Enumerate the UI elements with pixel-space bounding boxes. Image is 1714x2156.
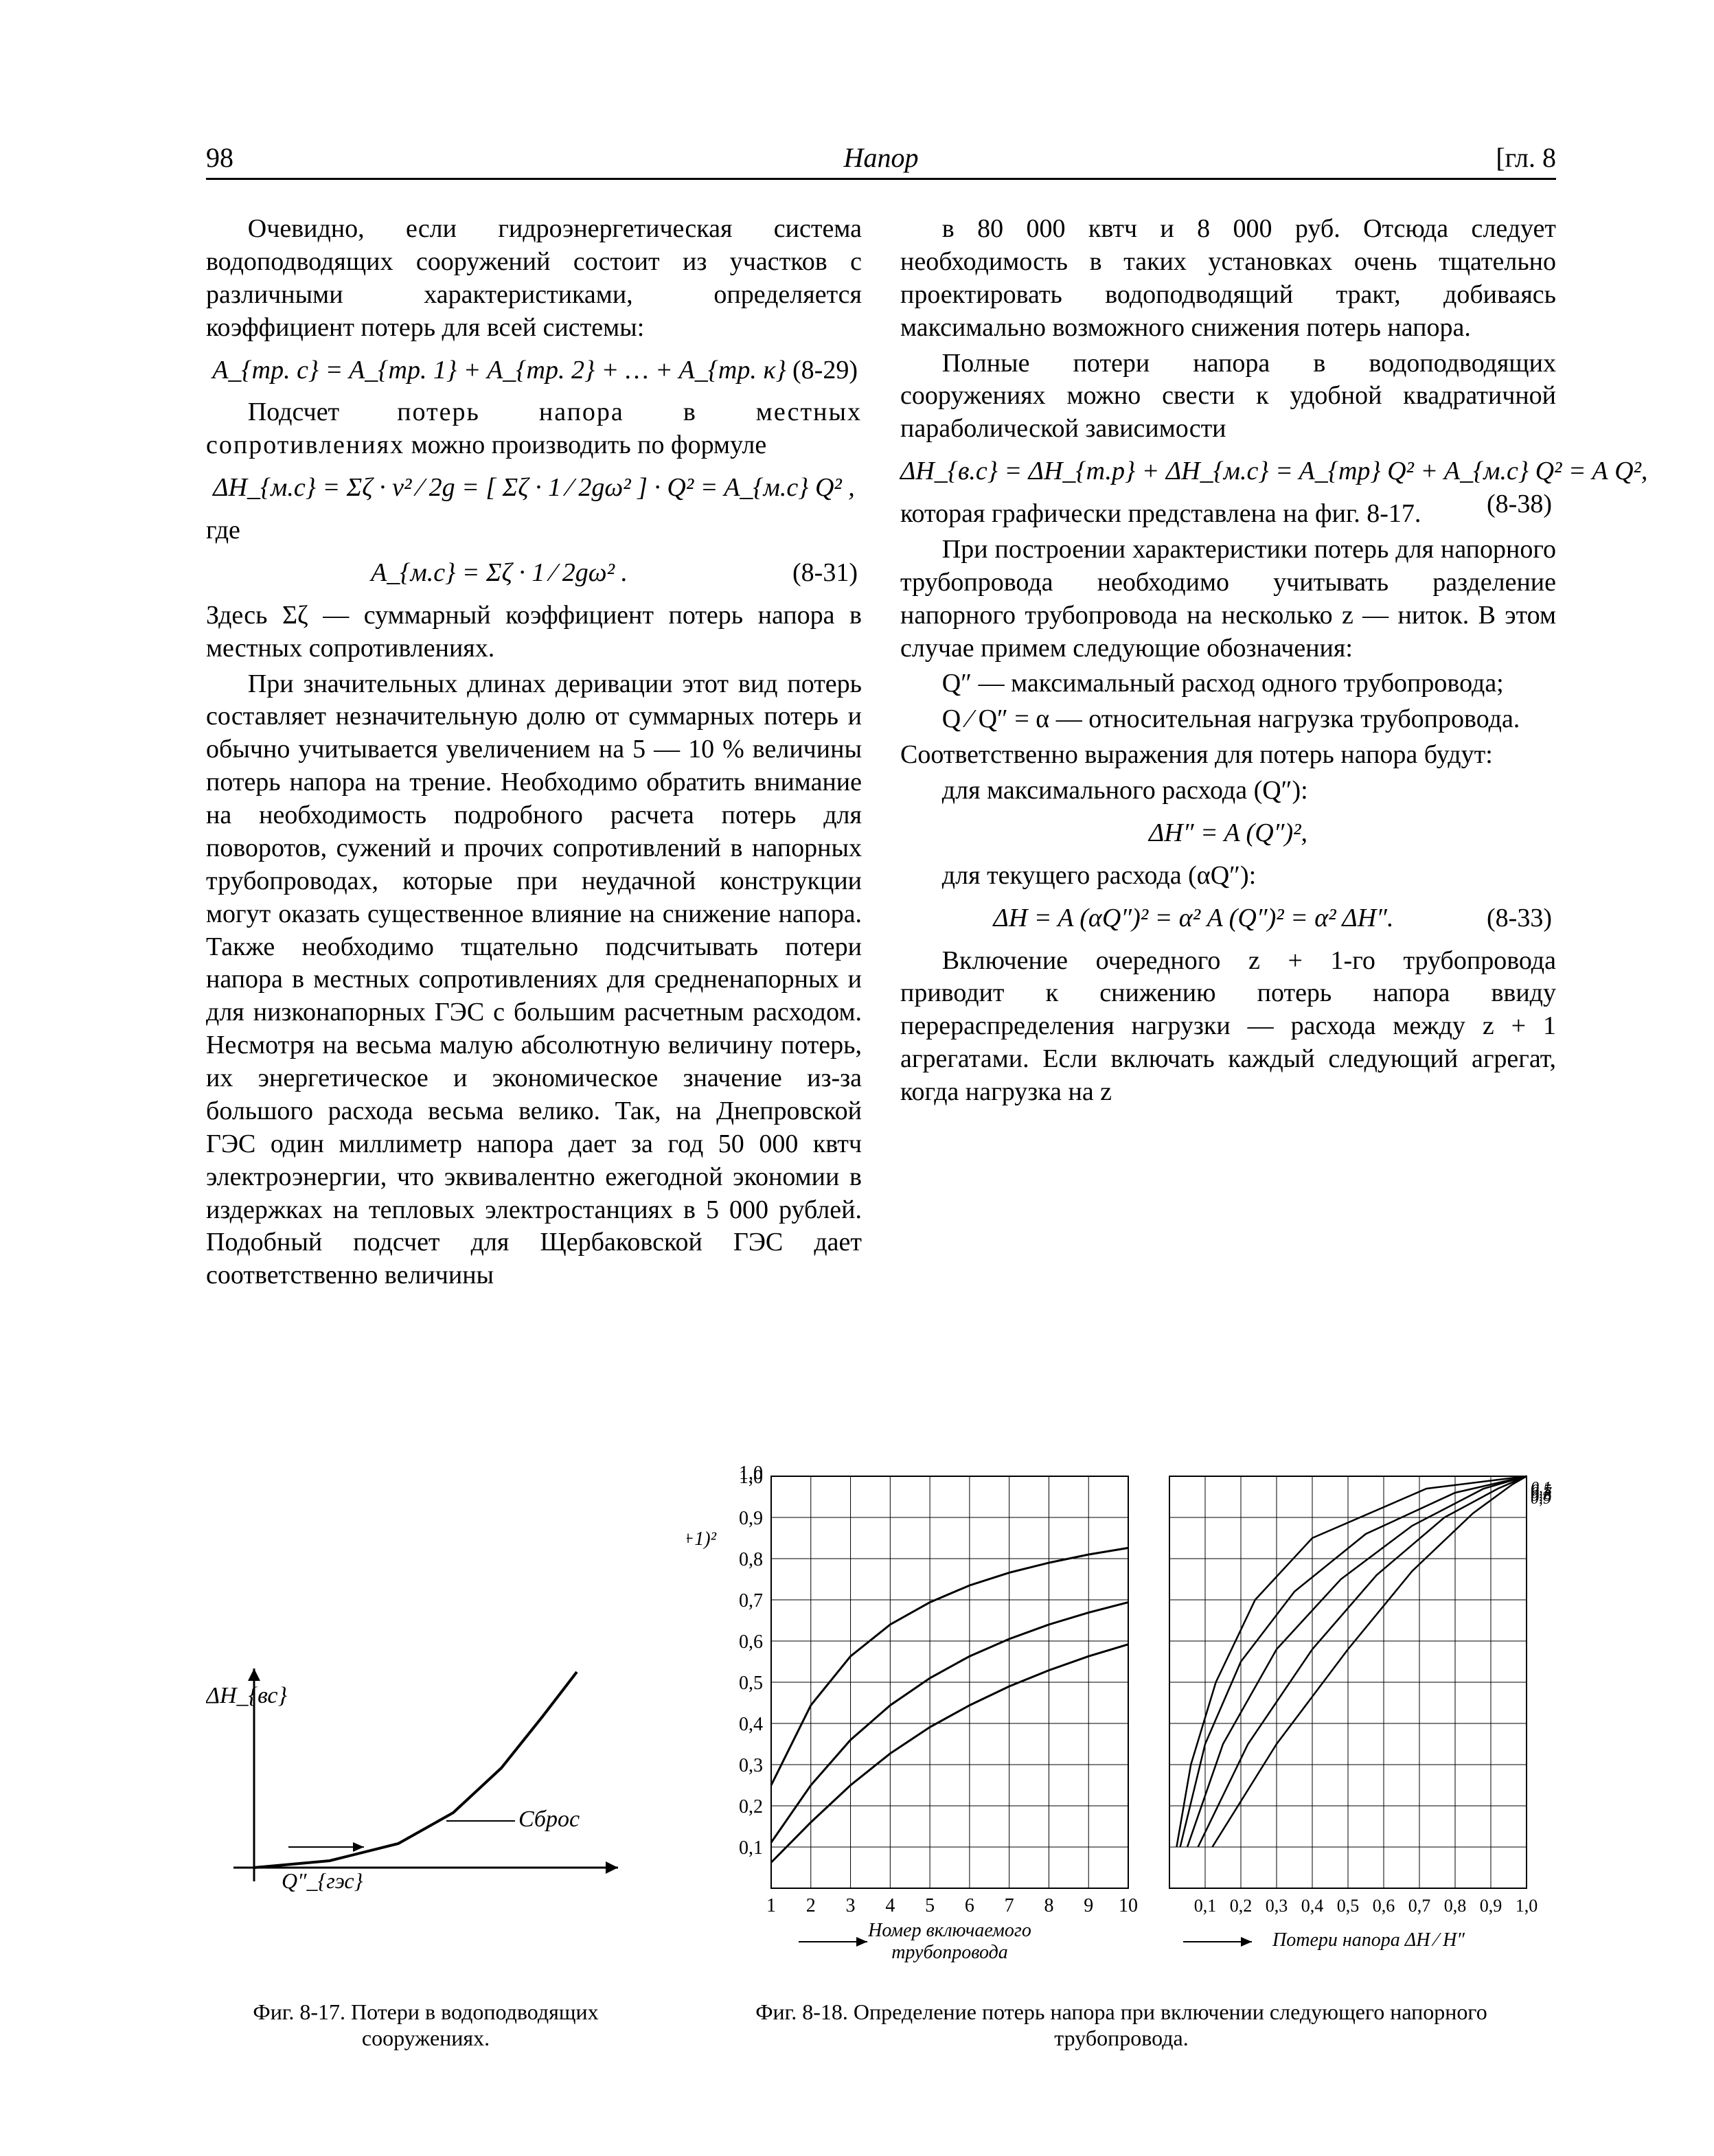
figure-8-18-caption: Фиг. 8-18. Определение потерь напора при… [687, 1999, 1556, 2052]
svg-text:0,6: 0,6 [739, 1631, 763, 1653]
svg-text:0,1: 0,1 [1194, 1896, 1217, 1916]
figure-8-17: ΔH_{вс} Q″_{гэс} Сброс Фиг. 8-17. Потери в… [206, 1641, 645, 2067]
equation-tag: (8-33) [1487, 902, 1552, 935]
para: Полные потери напора в водоподводящих со… [900, 347, 1556, 446]
text-run: можно производить по формуле [404, 431, 766, 459]
svg-text:Номер включаемого: Номер включаемого [867, 1920, 1031, 1941]
svg-text:ΔH_{вс}: ΔH_{вс} [206, 1683, 288, 1708]
svg-text:0,4: 0,4 [739, 1714, 763, 1735]
running-header: 98 Напор [гл. 8 [206, 141, 1556, 180]
definition-item: Q″ — максимальный расход одного трубо­пр… [984, 667, 1556, 700]
running-title: Напор [844, 141, 919, 174]
svg-text:Сброс: Сброс [518, 1807, 580, 1832]
svg-text:0,1: 0,1 [739, 1837, 763, 1859]
svg-text:трубопровода: трубопровода [891, 1942, 1008, 1963]
svg-text:4: 4 [885, 1895, 895, 1916]
svg-text:1,0: 1,0 [739, 1463, 763, 1484]
svg-text:7: 7 [1005, 1895, 1014, 1916]
equation-tag: (8-31) [792, 557, 858, 590]
svg-text:6: 6 [965, 1895, 974, 1916]
equation-body: A_{тр. c} = A_{тр. 1} + A_{тр. 2} + … + … [212, 356, 786, 385]
svg-text:0,3: 0,3 [739, 1755, 763, 1776]
para: в 80 000 квтч и 8 000 руб. Отсюда следуе… [900, 213, 1556, 345]
svg-text:0,4: 0,4 [1301, 1896, 1324, 1916]
svg-text:0,8: 0,8 [739, 1549, 763, 1570]
definition-item: Q ⁄ Q″ = α — относительная нагрузка труб… [984, 703, 1556, 736]
para: Подсчет потерь напора в местных сопротив… [206, 396, 862, 462]
line: для текущего расхода (αQ″): [900, 860, 1556, 893]
figure-8-17-svg: ΔH_{вс} Q″_{гэс} Сброс [206, 1641, 645, 1984]
para: Очевидно, если гидроэнергетическая си­ст… [206, 213, 862, 345]
svg-text:0,7: 0,7 [1408, 1896, 1431, 1916]
svg-text:10: 10 [1119, 1895, 1138, 1916]
svg-text:0,2: 0,2 [739, 1796, 763, 1817]
para-long: При значительных длинах деривации этот в… [206, 668, 862, 1293]
equation-body: ΔH_{в.c} = ΔH_{т.р} + ΔH_{м.c} = A_{тр} … [900, 457, 1647, 485]
chapter-marker: [гл. 8 [1496, 141, 1556, 174]
equation-tag: (8-38) [1487, 488, 1552, 521]
svg-text:1,0: 1,0 [1516, 1896, 1538, 1916]
equation-8-33: ΔH = A (αQ″)² = α² A (Q″)² = α² ΔH″. (8-… [900, 902, 1556, 935]
para-note: Здесь Σζ — суммарный коэффициент потерь … [206, 599, 862, 665]
equation-8-38: ΔH_{в.c} = ΔH_{т.р} + ΔH_{м.c} = A_{тр} … [900, 455, 1556, 488]
svg-text:0,9: 0,9 [739, 1508, 763, 1529]
page-number: 98 [206, 141, 233, 174]
svg-text:0,5: 0,5 [739, 1673, 763, 1694]
svg-text:0,3: 0,3 [1266, 1896, 1288, 1916]
equation-8-29: A_{тр. c} = A_{тр. 1} + A_{тр. 2} + … + … [206, 354, 862, 387]
svg-text:8: 8 [1044, 1895, 1053, 1916]
svg-text:5: 5 [925, 1895, 935, 1916]
svg-text:(z ⁄ z+1)²: (z ⁄ z+1)² [687, 1528, 717, 1550]
svg-text:0,9: 0,9 [1480, 1896, 1502, 1916]
svg-text:2: 2 [806, 1895, 816, 1916]
svg-text:9: 9 [1084, 1895, 1093, 1916]
figure-8-18: 0,1 0,2 0,3 0,4 0,5 0,6 0,7 0,8 0,9 1,0 1,0 (z ⁄ z+… [687, 1463, 1556, 2067]
svg-text:0,7: 0,7 [739, 1590, 763, 1612]
svg-text:Потери напора ΔH ⁄ H″: Потери напора ΔH ⁄ H″ [1272, 1929, 1465, 1951]
equation-local-losses: ΔH_{м.c} = Σζ · v² ⁄ 2g = [ Σζ · 1 ⁄ 2gω… [206, 472, 862, 505]
svg-text:0,2: 0,2 [1230, 1896, 1253, 1916]
equation-body: A_{м.c} = Σζ · 1 ⁄ 2gω² . [371, 558, 628, 587]
equation-tag: (8-29) [792, 354, 858, 387]
svg-text:1: 1 [766, 1895, 776, 1916]
text-run: Подсчет [248, 398, 397, 426]
para: которая графически представлена на фиг. … [900, 498, 1556, 531]
figures-row: ΔH_{вс} Q″_{гэс} Сброс Фиг. 8-17. Потери в… [206, 1449, 1556, 2067]
line: для максимального расхода (Q″): [900, 775, 1556, 807]
para-where: где [206, 514, 862, 547]
equation-8-31: A_{м.c} = Σζ · 1 ⁄ 2gω² . (8-31) [206, 557, 862, 590]
equation-dHmax: ΔH″ = A (Q″)², [900, 817, 1556, 850]
equation-body: ΔH = A (αQ″)² = α² A (Q″)² = α² ΔH″. [994, 904, 1394, 932]
svg-text:3: 3 [846, 1895, 856, 1916]
svg-text:0,6: 0,6 [1373, 1896, 1395, 1916]
svg-text:0,8: 0,8 [1444, 1896, 1467, 1916]
figure-8-17-caption: Фиг. 8-17. Потери в водоподводящих соору… [206, 1999, 645, 2052]
svg-text:0,5: 0,5 [1337, 1896, 1360, 1916]
figure-8-18-svg: 0,1 0,2 0,3 0,4 0,5 0,6 0,7 0,8 0,9 1,0 1,0 (z ⁄ z+… [687, 1463, 1556, 1984]
para: Включение очередного z + 1-го трубопро­в… [900, 945, 1556, 1109]
svg-text:0,9: 0,9 [1531, 1490, 1551, 1508]
para: При построении характеристики потерь для… [900, 534, 1556, 665]
svg-text:Q″_{гэс}: Q″_{гэс} [282, 1868, 363, 1893]
para: Соответственно выражения для потерь напо… [900, 739, 1556, 772]
